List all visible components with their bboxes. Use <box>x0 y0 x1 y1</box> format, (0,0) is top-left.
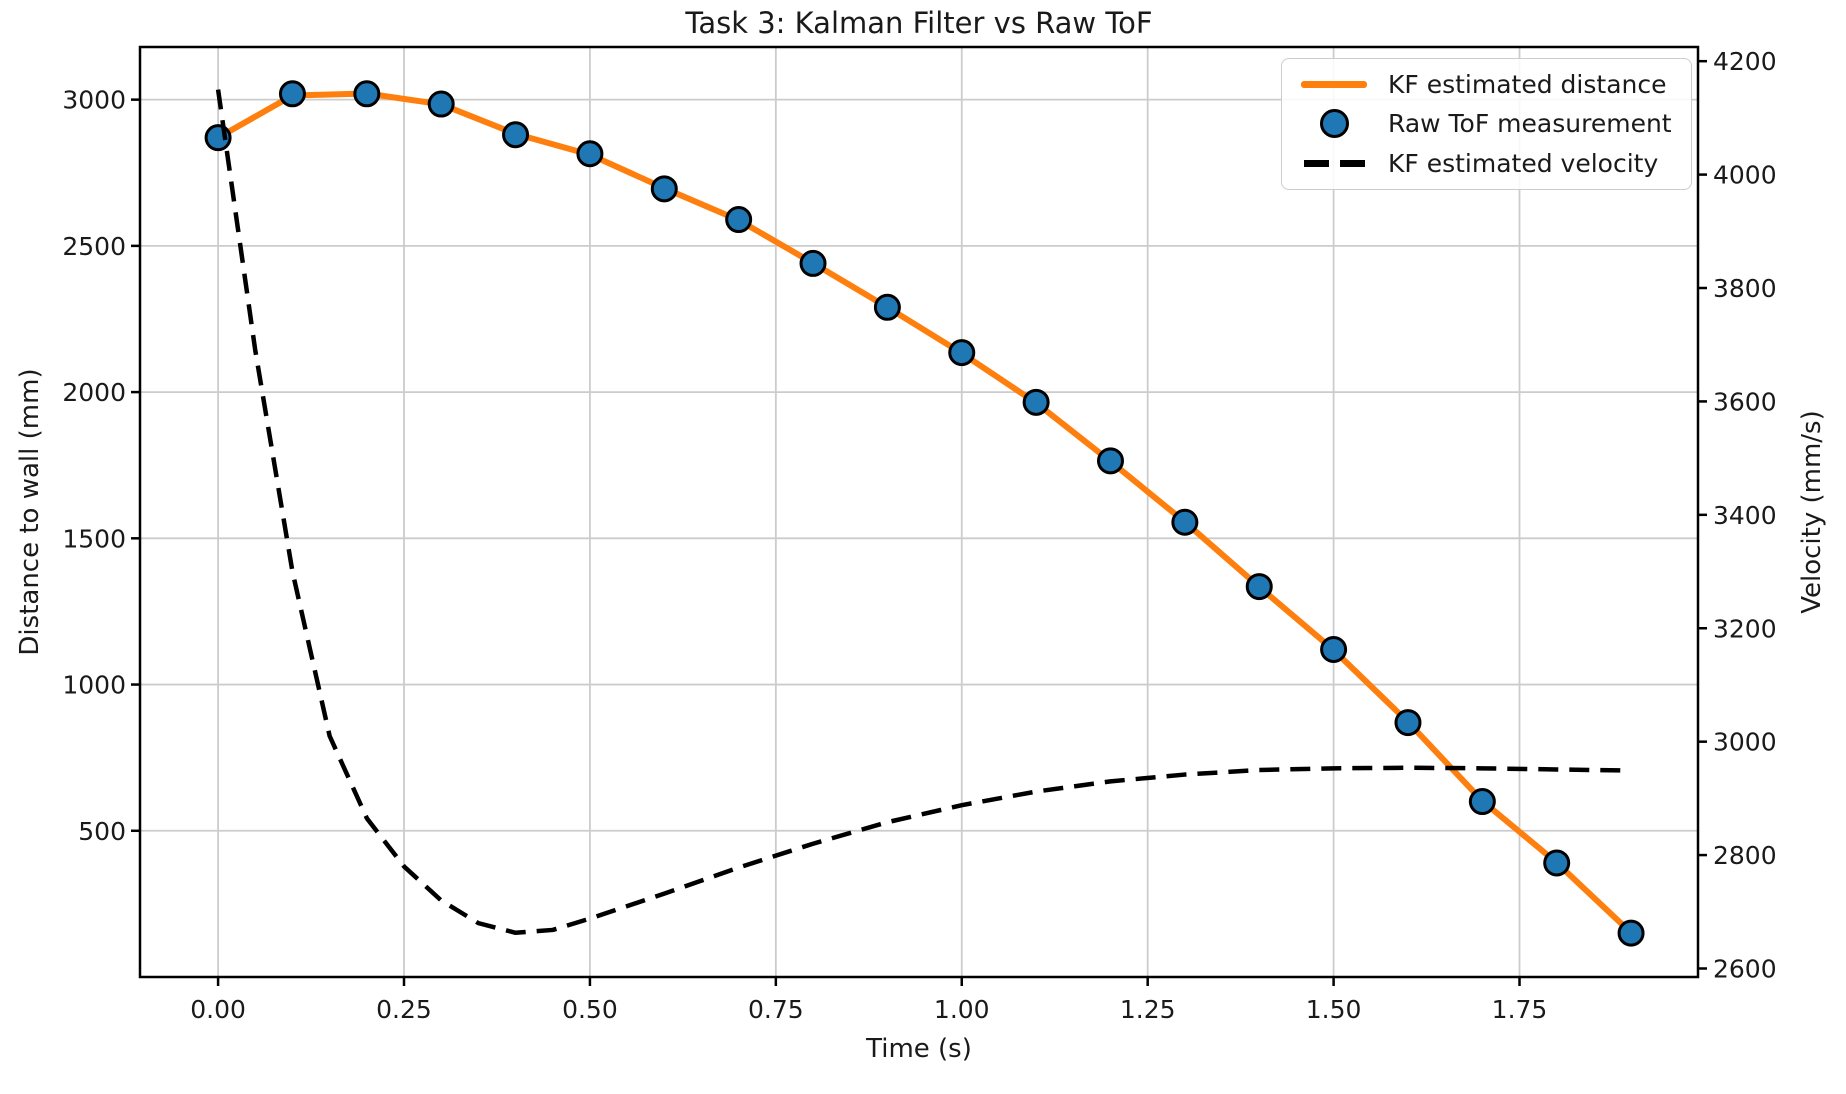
legend: KF estimated distance Raw ToF measuremen… <box>1281 58 1692 190</box>
y-right-tick-label: 3200 <box>1713 614 1777 643</box>
x-tick-label: 0.50 <box>562 995 618 1024</box>
y-axis-left: 500 1000 1500 2000 2500 3000 <box>62 86 140 846</box>
legend-item-raw-tof: Raw ToF measurement <box>1294 109 1679 139</box>
y-axis-left-label: Distance to wall (mm) <box>15 368 45 656</box>
x-tick-label: 1.25 <box>1120 995 1176 1024</box>
legend-label-raw-tof: Raw ToF measurement <box>1388 109 1672 139</box>
legend-item-kf-velocity: KF estimated velocity <box>1294 149 1679 178</box>
raw-tof-point <box>1543 849 1571 877</box>
x-tick-label: 0.00 <box>190 995 246 1024</box>
plot-border <box>138 45 1700 979</box>
legend-label-kf-distance: KF estimated distance <box>1388 70 1667 100</box>
x-tick-label: 1.75 <box>1492 995 1548 1024</box>
raw-tof-points <box>204 80 1645 947</box>
y-right-tick-label: 4200 <box>1713 47 1777 76</box>
x-tick-label: 1.00 <box>934 995 990 1024</box>
y-right-tick-label: 3600 <box>1713 387 1777 416</box>
x-tick-label: 0.25 <box>376 995 432 1024</box>
y-left-tick-label: 3000 <box>62 86 126 115</box>
raw-tof-point <box>502 121 530 149</box>
legend-label-kf-velocity: KF estimated velocity <box>1388 148 1659 178</box>
y-axis-right: 2600 2800 3000 3200 3400 3600 3800 4000 4200 <box>1698 47 1777 983</box>
legend-item-kf-distance: KF estimated distance <box>1294 70 1679 99</box>
raw-tof-point <box>1394 709 1422 737</box>
x-axis-label: Time (s) <box>866 1034 972 1064</box>
raw-tof-point <box>873 293 901 321</box>
blue-circle-marker-icon <box>1319 109 1349 139</box>
raw-tof-swatch-col <box>1294 109 1374 139</box>
y-left-tick-label: 1000 <box>62 671 126 700</box>
y-left-tick-label: 500 <box>78 817 126 846</box>
y-right-tick-label: 3800 <box>1713 274 1777 303</box>
y-right-tick-label: 3000 <box>1713 728 1777 757</box>
kf-velocity-line <box>215 89 1632 936</box>
y-right-tick-label: 2600 <box>1713 954 1777 983</box>
y-axis-right-label: Velocity (mm/s) <box>1797 410 1827 614</box>
raw-tof-point <box>1468 788 1496 816</box>
raw-tof-point <box>427 90 455 118</box>
raw-tof-point <box>353 80 381 108</box>
y-right-tick-label: 4000 <box>1713 161 1777 190</box>
raw-tof-point <box>278 80 306 108</box>
x-tick-label: 1.50 <box>1306 995 1362 1024</box>
raw-tof-point <box>1096 447 1124 475</box>
raw-tof-point <box>650 175 678 203</box>
y-right-tick-label: 2800 <box>1713 841 1777 870</box>
raw-tof-point <box>1320 635 1348 663</box>
x-axis: 0.00 0.25 0.50 0.75 1.00 1.25 1.50 1.75 <box>190 977 1547 1024</box>
y-right-tick-label: 3400 <box>1713 501 1777 530</box>
y-left-tick-label: 2000 <box>62 378 126 407</box>
orange-line-swatch-icon <box>1301 81 1367 89</box>
raw-tof-point <box>1617 919 1645 947</box>
raw-tof-point <box>948 339 976 367</box>
x-tick-label: 0.75 <box>748 995 804 1024</box>
black-dashed-line-swatch-icon <box>1303 159 1365 167</box>
chart-title: Task 3: Kalman Filter vs Raw ToF <box>685 6 1153 40</box>
y-left-tick-label: 2500 <box>62 232 126 261</box>
raw-tof-point <box>1022 388 1050 416</box>
raw-tof-point <box>725 206 753 234</box>
y-left-tick-label: 1500 <box>62 524 126 553</box>
kf-distance-line <box>215 90 1635 936</box>
raw-tof-point <box>1171 508 1199 536</box>
raw-tof-point <box>1245 573 1273 601</box>
kf-velocity-swatch-col <box>1294 159 1374 167</box>
raw-tof-point <box>799 249 827 277</box>
raw-tof-point <box>576 140 604 168</box>
kf-distance-swatch-col <box>1294 81 1374 89</box>
